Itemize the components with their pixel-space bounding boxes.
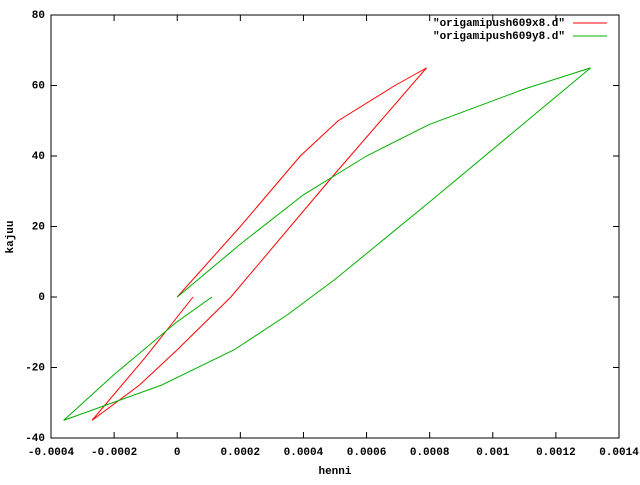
x-tick-label: -0.0004 [28, 447, 75, 459]
x-tick-label: 0.0014 [599, 447, 639, 459]
y-tick-label: 60 [32, 80, 45, 92]
x-tick-label: 0 [174, 447, 181, 459]
y-axis-label: kajuu [5, 220, 17, 253]
x-axis-label: henni [318, 466, 351, 478]
plot-frame [50, 14, 620, 439]
y-tick-label: 40 [32, 151, 45, 163]
x-tick-label: 0.0012 [536, 447, 576, 459]
y-tick-label: 20 [32, 221, 45, 233]
x-tick-label: -0.0002 [91, 447, 137, 459]
y-tick-label: -40 [25, 433, 45, 445]
legend-label: "origamipush609x8.d" [433, 18, 565, 30]
y-tick-label: 80 [32, 10, 45, 22]
series-line [91, 67, 427, 421]
x-tick-label: 0.001 [476, 447, 509, 459]
series-line [63, 67, 591, 421]
x-tick-label: 0.0002 [221, 447, 261, 459]
x-tick-label: 0.0004 [284, 447, 324, 459]
x-tick-label: 0.0008 [410, 447, 450, 459]
y-tick-label: 0 [38, 292, 45, 304]
legend-label: "origamipush609y8.d" [433, 31, 565, 43]
x-tick-label: 0.0006 [347, 447, 387, 459]
y-tick-label: -20 [25, 362, 45, 374]
